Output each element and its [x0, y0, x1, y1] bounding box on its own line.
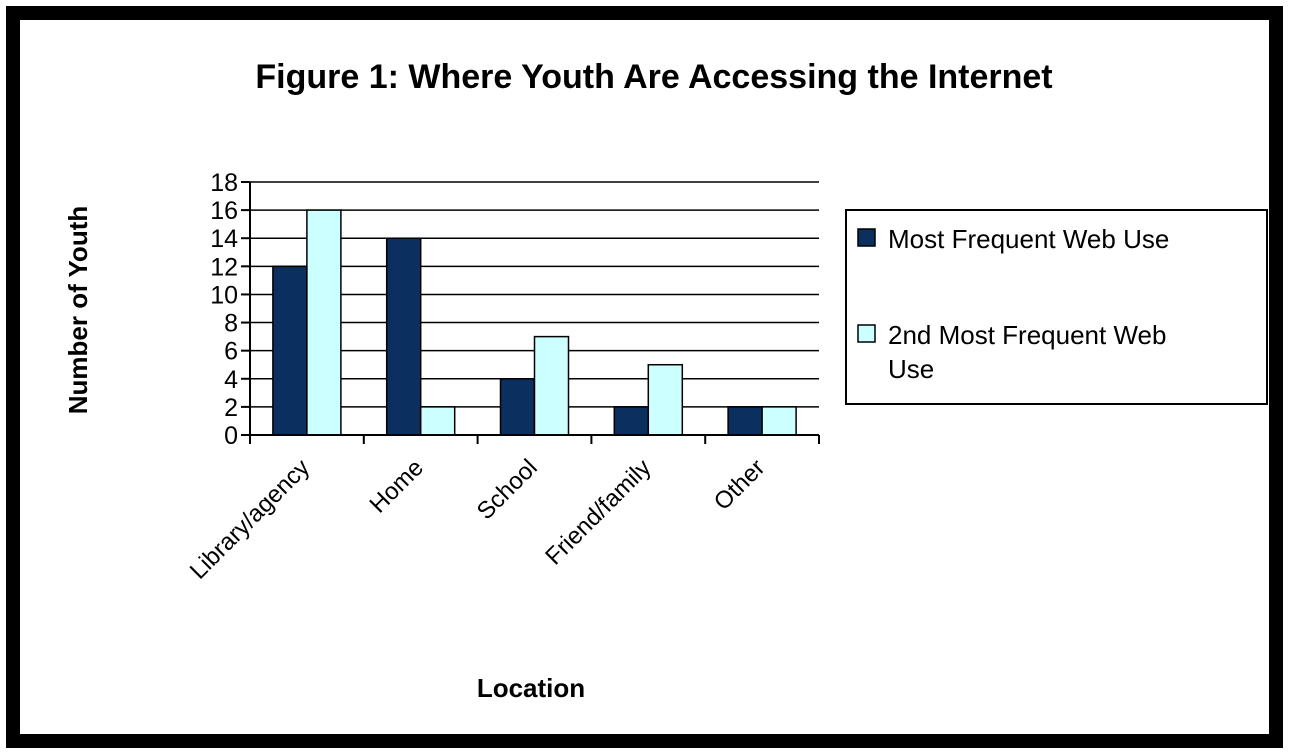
- y-tick-label-0: 0: [224, 422, 238, 450]
- bar-second-most-frequent-home: [419, 406, 456, 436]
- bar-second-most-frequent-school: [533, 335, 570, 436]
- y-axis-title: Number of Youth: [63, 206, 93, 414]
- x-tick-label-school: School: [472, 454, 543, 525]
- legend-swatch-1: [857, 228, 876, 247]
- legend-label-2: 2nd Most Frequent Web Use: [888, 320, 1166, 384]
- y-tick-label-16: 16: [210, 197, 238, 225]
- chart-title: Figure 1: Where Youth Are Accessing the …: [255, 58, 1052, 96]
- y-tick-label-8: 8: [224, 310, 238, 338]
- y-tick-label-6: 6: [224, 338, 238, 366]
- x-tick-label-library-agency: Library/agency: [185, 454, 315, 584]
- y-tick-label-10: 10: [210, 281, 238, 309]
- bar-second-most-frequent-other: [761, 406, 797, 436]
- y-tick-label-2: 2: [224, 394, 238, 422]
- y-tick-label-4: 4: [224, 366, 238, 394]
- x-axis-title: Location: [477, 673, 585, 703]
- x-tick-label-home: Home: [365, 454, 429, 518]
- bar-second-most-frequent-library-agency: [306, 209, 342, 436]
- bar-most-frequent-other: [727, 406, 763, 436]
- y-tick-label-12: 12: [210, 253, 238, 281]
- bar-most-frequent-school: [499, 378, 536, 436]
- bar-most-frequent-library-agency: [272, 265, 308, 436]
- y-tick-label-18: 18: [210, 169, 238, 197]
- bar-second-most-frequent-friend-family: [647, 363, 684, 436]
- legend-swatch-2: [857, 324, 876, 343]
- legend: Most Frequent Web Use 2nd Most Frequent W…: [845, 209, 1268, 405]
- legend-box: [845, 209, 1268, 405]
- x-tick-label-friend-family: Friend/family: [540, 454, 656, 570]
- bar-most-frequent-friend-family: [613, 406, 650, 436]
- bar-most-frequent-home: [385, 237, 422, 436]
- y-tick-label-14: 14: [210, 225, 238, 253]
- legend-label-1: Most Frequent Web Use: [888, 224, 1169, 254]
- x-tick-label-other: Other: [709, 454, 771, 516]
